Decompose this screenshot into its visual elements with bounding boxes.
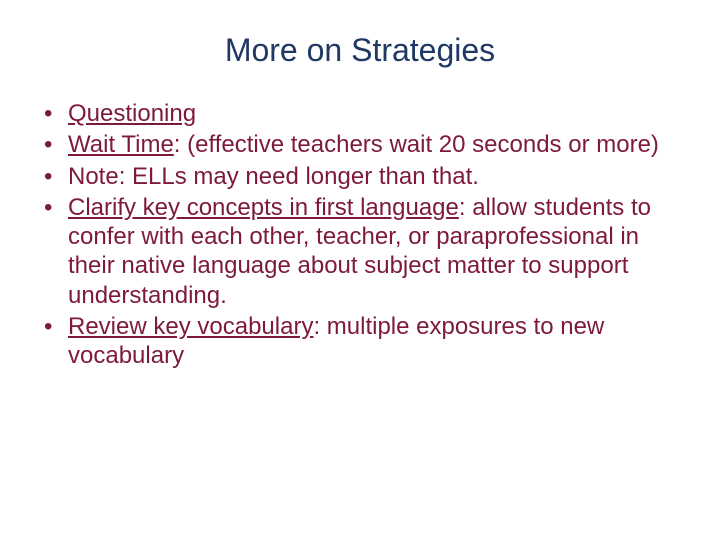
list-item: Note: ELLs may need longer than that. — [40, 162, 680, 191]
list-item-lead: Clarify key concepts in first language — [68, 194, 459, 221]
bullet-list: Questioning Wait Time: (effective teache… — [30, 99, 690, 370]
list-item-rest: Note: ELLs may need longer than that. — [68, 163, 479, 190]
list-item-rest: : (effective teachers wait 20 seconds or… — [174, 131, 659, 158]
list-item: Clarify key concepts in first language: … — [40, 193, 680, 310]
slide-title: More on Strategies — [30, 32, 690, 69]
list-item: Wait Time: (effective teachers wait 20 s… — [40, 130, 680, 159]
list-item-lead: Questioning — [68, 100, 196, 127]
list-item: Review key vocabulary: multiple exposure… — [40, 312, 680, 371]
list-item-lead: Wait Time — [68, 131, 174, 158]
list-item: Questioning — [40, 99, 680, 128]
slide: More on Strategies Questioning Wait Time… — [0, 0, 720, 540]
list-item-lead: Review key vocabulary — [68, 313, 313, 340]
